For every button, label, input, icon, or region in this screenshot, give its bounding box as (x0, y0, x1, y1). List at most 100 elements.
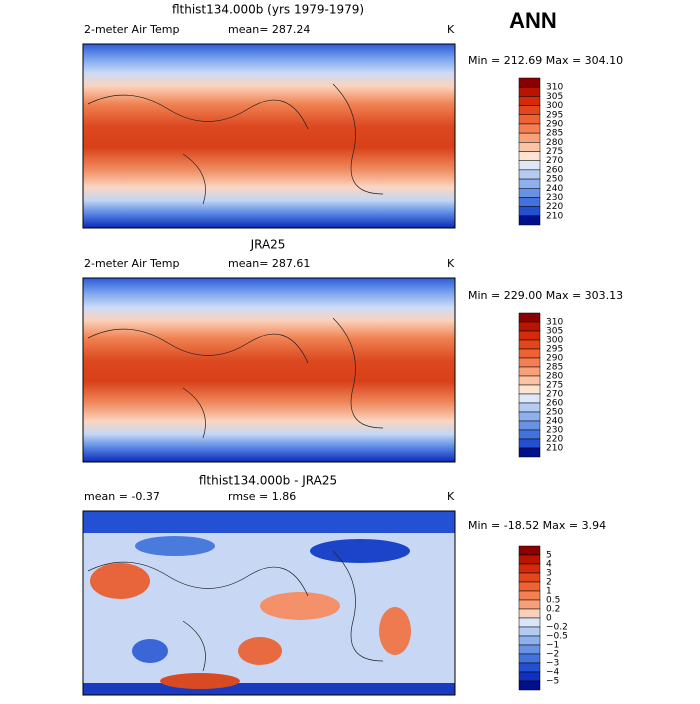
colorbar-label: −0.5 (546, 632, 568, 642)
colorbar-box (518, 411, 541, 422)
colorbar-box (518, 330, 541, 341)
colorbar-label: 250 (546, 408, 563, 418)
colorbar-label: 285 (546, 129, 563, 139)
map (82, 43, 456, 229)
min-max: Min = 212.69 Max = 304.10 (468, 54, 623, 67)
panel-title: JRA25 (250, 238, 286, 252)
colorbar-box (518, 671, 541, 682)
left-label: 2-meter Air Temp (84, 23, 179, 36)
colorbar-label: 260 (546, 399, 563, 409)
colorbar-label: 210 (546, 211, 563, 221)
map (82, 277, 456, 463)
colorbar-label: 290 (546, 119, 563, 129)
colorbar-box (518, 545, 541, 556)
colorbar-box (518, 142, 541, 152)
colorbar-box (518, 96, 541, 106)
colorbar-box (518, 644, 541, 655)
units-label: K (447, 490, 455, 503)
colorbar-box (518, 680, 541, 691)
colorbar-box (518, 599, 541, 610)
colorbar-box (518, 393, 541, 404)
colorbar-label: 270 (546, 156, 563, 166)
colorbar-box (518, 132, 541, 143)
colorbar-box (518, 123, 541, 134)
colorbar-label: 300 (546, 101, 563, 111)
colorbar-box (518, 554, 541, 565)
colorbar-label: 220 (546, 435, 563, 445)
colorbar-box (518, 215, 541, 226)
min-max: Min = -18.52 Max = 3.94 (468, 519, 606, 532)
panel-title: flthist134.000b - JRA25 (199, 474, 337, 488)
season-label: ANN (509, 8, 557, 33)
map-blob (379, 607, 411, 655)
colorbar-label: 230 (546, 193, 563, 203)
map-field (83, 278, 455, 462)
colorbar-label: 275 (546, 381, 563, 391)
colorbar-label: 280 (546, 138, 563, 148)
coastline (87, 317, 384, 439)
colorbar-label: 300 (546, 336, 563, 346)
colorbar-box (518, 160, 541, 171)
colorbar-box (518, 114, 541, 125)
colorbar-label: 280 (546, 372, 563, 382)
colorbar-label: 275 (546, 147, 563, 157)
colorbar-label: 305 (546, 92, 563, 102)
colorbar-box (518, 635, 541, 646)
colorbar-box (518, 357, 541, 368)
units-label: K (447, 23, 455, 36)
colorbar-box (518, 151, 541, 161)
colorbar-label: 305 (546, 327, 563, 337)
colorbar-label: 5 (546, 551, 552, 561)
center-label: rmse = 1.86 (228, 490, 296, 503)
map-blob (160, 673, 240, 689)
colorbar-label: 310 (546, 318, 563, 328)
map-blob (135, 536, 215, 556)
colorbar-label: 285 (546, 363, 563, 373)
map-frame (82, 43, 456, 229)
colorbar-box (518, 608, 541, 619)
colorbar-label: 240 (546, 417, 563, 427)
colorbar-box (518, 169, 541, 180)
colorbar-box (518, 384, 541, 395)
colorbar-box (518, 438, 541, 449)
colorbar-label: 1 (546, 587, 552, 597)
colorbar-box (518, 366, 541, 377)
left-label: 2-meter Air Temp (84, 257, 179, 270)
colorbar-label: 295 (546, 345, 563, 355)
colorbar-label: 4 (546, 560, 552, 570)
map-blob (238, 637, 282, 665)
colorbar-box (518, 375, 541, 386)
colorbar-label: −1 (546, 641, 559, 651)
colorbar-box (518, 617, 541, 628)
colorbar-label: 310 (546, 83, 563, 93)
colorbar-box (518, 653, 541, 664)
colorbar-label: 240 (546, 184, 563, 194)
colorbar-label: 0.5 (546, 596, 560, 606)
colorbar-label: 0.2 (546, 605, 560, 615)
colorbar-box (518, 662, 541, 673)
units-label: K (447, 257, 455, 270)
colorbar-box (518, 402, 541, 413)
coastline (87, 550, 384, 672)
map-band (83, 683, 455, 695)
colorbar-box (518, 563, 541, 574)
colorbar-label: 3 (546, 569, 552, 579)
colorbar-label: 230 (546, 426, 563, 436)
colorbar-label: 220 (546, 202, 563, 212)
colorbar-label: 210 (546, 444, 563, 454)
colorbar-box (518, 178, 541, 189)
map-frame (82, 277, 456, 463)
colorbar-box (518, 590, 541, 601)
colorbar-box (518, 339, 541, 350)
center-label: mean= 287.24 (228, 23, 310, 36)
colorbar-box (518, 626, 541, 637)
colorbar-box (518, 429, 541, 440)
colorbar-box (518, 312, 541, 323)
map (82, 510, 456, 696)
colorbar-label: 260 (546, 165, 563, 175)
map-blob (260, 592, 340, 620)
colorbar-label: 2 (546, 578, 552, 588)
colorbar-box (518, 197, 541, 207)
colorbar-box (518, 77, 541, 88)
